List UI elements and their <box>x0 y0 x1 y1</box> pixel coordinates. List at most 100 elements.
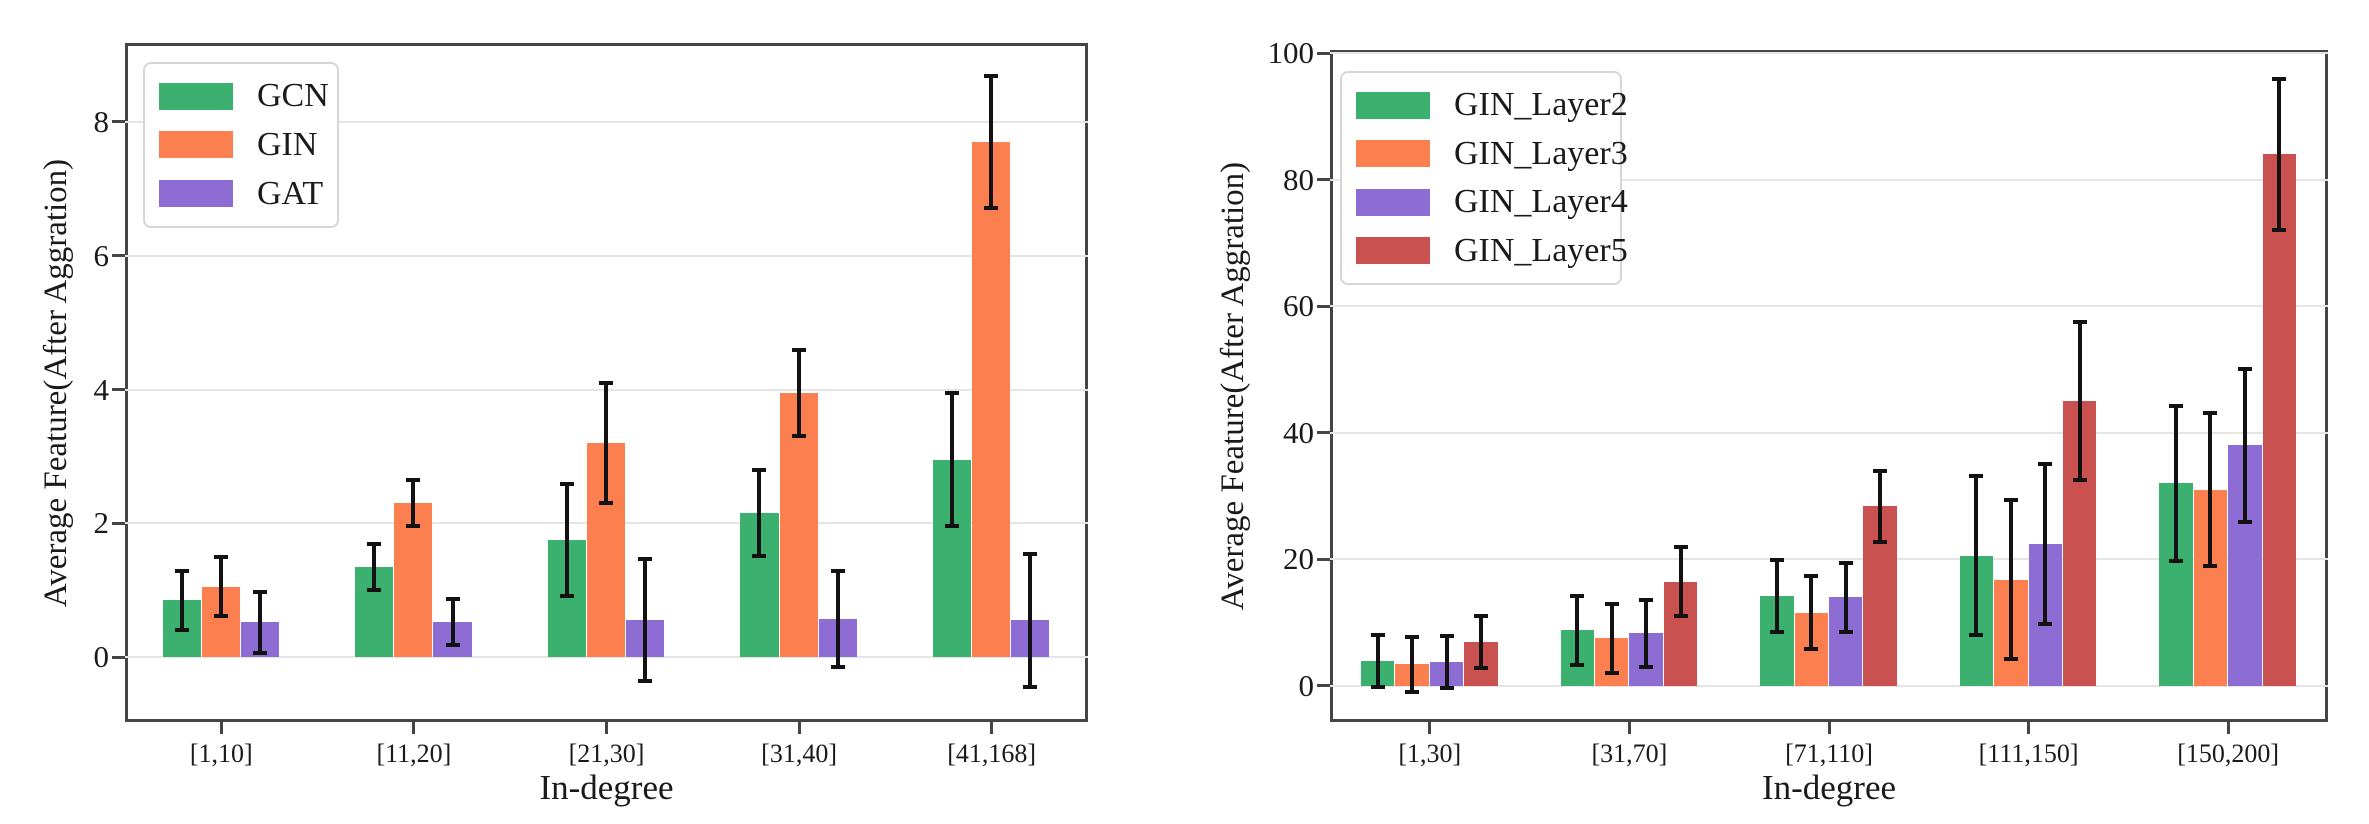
error-bar-cap <box>1023 684 1038 689</box>
error-bar <box>1678 546 1683 617</box>
legend-item: GIN_Layer4 <box>1356 184 1628 220</box>
plot-area <box>1330 50 2328 722</box>
error-bar-cap <box>2003 498 2018 503</box>
error-bar <box>1774 559 1779 633</box>
error-bar-cap <box>1873 468 1888 473</box>
x-tick-label: [31,70] <box>1591 739 1668 768</box>
error-bar-cap <box>752 468 767 473</box>
x-tick-label: [11,20] <box>376 739 452 768</box>
error-bar-cap <box>1604 670 1619 675</box>
error-bar <box>950 392 955 527</box>
y-tick-label: 20 <box>1283 541 1314 577</box>
error-bar-cap <box>945 524 960 529</box>
error-bar-cap <box>1405 635 1420 640</box>
error-bar-cap <box>1969 632 1984 637</box>
gridline <box>1330 431 2328 434</box>
x-tick-label: [1,10] <box>189 739 253 768</box>
legend: GCN GIN GAT <box>143 62 339 228</box>
error-bar-cap <box>2272 76 2287 81</box>
error-bar-cap <box>1370 684 1385 689</box>
error-bar-cap <box>2038 462 2053 467</box>
legend-item: GIN_Layer2 <box>1356 87 1628 123</box>
legend-swatch-GIN_Layer4 <box>1356 188 1430 216</box>
error-bar-cap <box>1570 593 1585 598</box>
error-bar <box>643 558 648 682</box>
error-bar-cap <box>2272 227 2287 232</box>
error-bar-cap <box>2203 411 2218 416</box>
x-tick-mark <box>990 722 994 734</box>
error-bar-cap <box>1023 551 1038 556</box>
error-bar <box>796 349 801 437</box>
x-tick-mark <box>219 722 223 734</box>
x-axis-label: In-degree <box>539 768 674 807</box>
plot-area <box>125 43 1088 722</box>
error-bar-cap <box>1604 602 1619 607</box>
error-bar-cap <box>2169 404 2184 409</box>
y-tick-mark <box>1317 557 1330 561</box>
error-bar-cap <box>2203 564 2218 569</box>
x-tick-label: [41,168] <box>947 739 1037 768</box>
error-bar <box>2277 78 2282 231</box>
x-tick-mark <box>2226 722 2230 734</box>
error-bar <box>257 591 262 654</box>
error-bar <box>1444 635 1449 689</box>
error-bar-cap <box>2237 367 2252 372</box>
x-tick-label: [31,40] <box>761 739 837 768</box>
error-bar <box>1375 634 1380 688</box>
error-bar <box>604 382 608 504</box>
error-bar <box>2043 463 2048 625</box>
x-tick-label: [150,200] <box>2177 739 2280 768</box>
plot-inner <box>1330 50 2328 722</box>
error-bar-cap <box>1473 613 1488 618</box>
x-tick-mark <box>2027 722 2031 734</box>
x-tick-mark <box>605 722 608 734</box>
error-bar-cap <box>945 391 960 396</box>
gridline <box>1330 558 2328 561</box>
legend-swatch-GIN_Layer2 <box>1356 91 1430 119</box>
error-bar-cap <box>252 650 267 655</box>
legend-label: GIN <box>257 125 318 163</box>
error-bar-cap <box>2169 558 2184 563</box>
error-bar <box>1878 470 1883 543</box>
y-tick-mark <box>112 655 125 659</box>
legend-swatch-GAT <box>159 180 233 208</box>
legend-item: GAT <box>159 175 323 212</box>
error-bar <box>564 483 569 597</box>
error-bar-cap <box>445 643 460 648</box>
error-bar-cap <box>213 555 228 560</box>
x-tick-label: [1,30] <box>1398 739 1462 768</box>
error-bar <box>1028 553 1033 688</box>
legend-label: GCN <box>257 77 329 115</box>
error-bar-cap <box>1439 633 1454 638</box>
y-tick-mark <box>112 120 125 124</box>
error-bar-cap <box>830 664 845 669</box>
error-bar <box>179 570 184 631</box>
x-tick-mark <box>1627 722 1631 734</box>
error-bar-cap <box>638 557 653 562</box>
error-bar-cap <box>2038 622 2053 627</box>
error-bar-cap <box>367 541 382 546</box>
error-bar <box>1478 615 1483 669</box>
x-tick-mark <box>412 722 416 734</box>
error-bar <box>835 570 840 668</box>
error-bar <box>1974 475 1979 636</box>
error-bar <box>1843 562 1848 633</box>
error-bar-cap <box>638 679 653 684</box>
legend-swatch-GIN <box>159 131 233 159</box>
error-bar-cap <box>599 381 613 386</box>
error-bar-cap <box>1873 539 1888 544</box>
y-tick-mark <box>112 254 125 258</box>
legend-item: GIN <box>159 125 323 163</box>
error-bar-cap <box>1969 474 1984 479</box>
error-bar <box>218 556 223 617</box>
error-bar <box>1410 636 1415 693</box>
error-bar <box>757 469 762 557</box>
error-bar-cap <box>984 206 999 211</box>
error-bar <box>1575 595 1580 666</box>
gridline <box>125 120 1088 123</box>
y-tick-mark <box>112 388 125 392</box>
legend-label: GIN_Layer2 <box>1454 86 1628 124</box>
error-bar-cap <box>1473 665 1488 670</box>
x-tick-label: [111,150] <box>1978 739 2079 768</box>
